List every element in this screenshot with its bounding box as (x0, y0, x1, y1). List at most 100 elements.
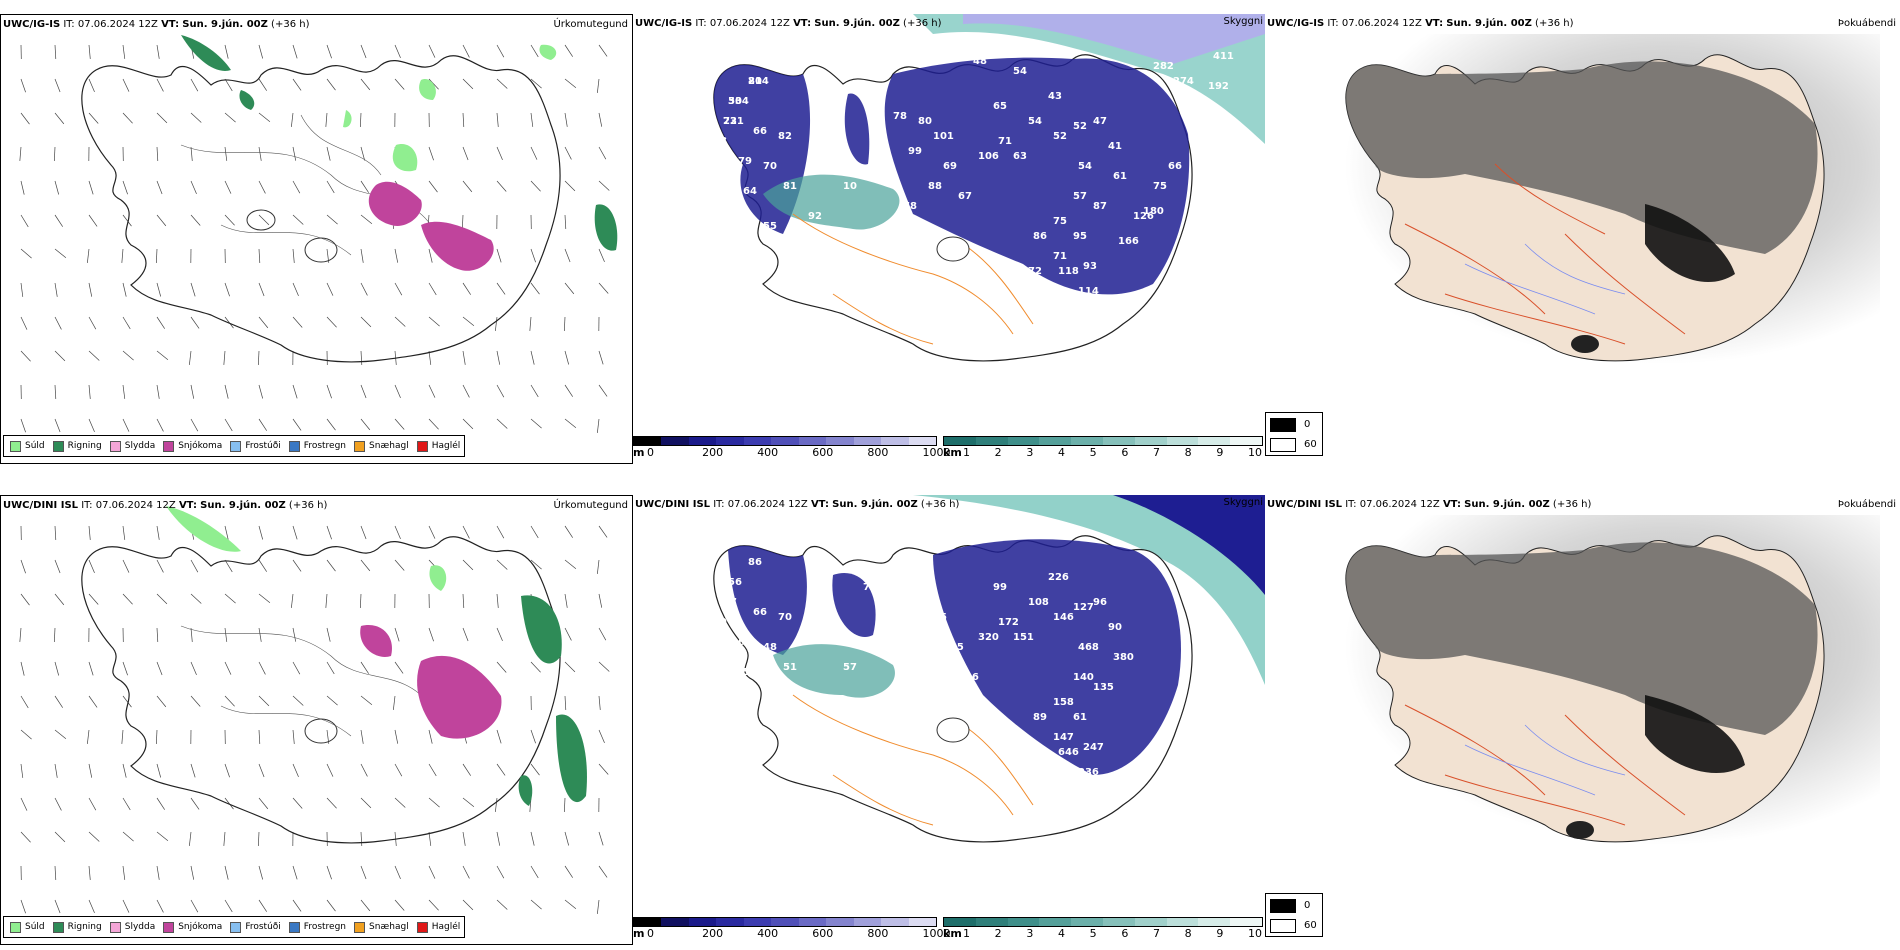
wind-barb (598, 282, 609, 294)
wind-barb (190, 418, 199, 432)
cloud-base-value: 147 (1053, 732, 1074, 743)
wind-barb (394, 899, 405, 911)
precip-legend-label: Rigning (67, 441, 102, 451)
wind-barb (20, 214, 29, 228)
wind-barb (88, 797, 97, 811)
precip-panel-bottom: UWC/DINI ISL IT: 07.06.2024 12Z VT: Sun.… (0, 495, 633, 945)
wind-barb (326, 384, 332, 399)
cloud-base-value: 212 (903, 682, 924, 693)
colorbar-segment (944, 437, 976, 445)
fog-key-bottom: 0 60 (1265, 893, 1323, 937)
cloud-base-value: 58 (743, 667, 757, 678)
colorbar-segment (975, 918, 1008, 926)
wind-barb (258, 797, 269, 810)
wind-barb (394, 418, 405, 430)
precip-panel-top: UWC/IG-IS IT: 07.06.2024 12Z VT: Sun. 9.… (0, 14, 633, 464)
colorbar-segment (634, 918, 662, 926)
cloud-base-value: 52 (723, 687, 737, 698)
wind-barb (428, 282, 437, 296)
wind-barb (20, 350, 31, 362)
wind-barb (122, 180, 128, 195)
wind-barb (258, 559, 267, 572)
wind-barb (54, 180, 60, 195)
wind-barb (224, 559, 233, 573)
wind-barb (122, 350, 134, 361)
colorbar-segment (1134, 918, 1167, 926)
wind-barb (54, 282, 58, 297)
cloud-base-value: 151 (1013, 632, 1034, 643)
wind-barb (428, 418, 439, 430)
cloud-base-value: 567 (873, 226, 894, 237)
cloud-base-value: 93 (793, 226, 807, 237)
precip-map-bottom (19, 506, 610, 914)
wind-barb (530, 559, 542, 570)
colorbar-tick: 9 (1216, 927, 1224, 940)
wind-barb (496, 729, 502, 744)
wind-barb (224, 695, 235, 707)
wind-barb (190, 899, 199, 913)
colorbar-tick: 5 (1089, 927, 1097, 940)
wind-barb (156, 180, 163, 195)
precip-legend-item: Frostúði (230, 440, 281, 452)
precip-legend-item: Frostregn (288, 921, 346, 933)
precip-legend-item: Rigning (52, 921, 102, 933)
wind-barb (326, 44, 332, 59)
wind-barb (156, 593, 168, 605)
wind-barb (156, 661, 163, 676)
cloud-base-value: 10 (843, 181, 857, 192)
colorbar-tick: 4 (1058, 446, 1065, 459)
cloud-base-value: 226 (1048, 572, 1069, 583)
wind-barb (496, 418, 508, 429)
wind-barb (428, 248, 433, 263)
wind-barb (564, 44, 573, 57)
wind-barb (20, 418, 26, 433)
colorbar-km-ticks-bottom: 1 2 3 4 5 6 7 8 9 10 (963, 927, 1263, 941)
wind-barb (224, 146, 228, 161)
cloud-base-value: 87 (723, 597, 737, 608)
wind-barb (360, 695, 373, 706)
header-cloud-bottom: UWC/DINI ISL IT: 07.06.2024 12Z VT: Sun.… (635, 499, 960, 510)
fog-panel-top: UWC/IG-IS IT: 07.06.2024 12Z VT: Sun. 9.… (1265, 14, 1900, 464)
wind-barb (597, 418, 600, 433)
wind-barb (598, 695, 601, 710)
wind-barb (156, 763, 162, 778)
wind-barb (326, 214, 338, 225)
wind-barb (428, 763, 437, 777)
wind-barb (326, 695, 338, 706)
wind-barb (462, 350, 466, 365)
wind-barb (394, 865, 401, 880)
colorbar-tick: 4 (1058, 927, 1065, 940)
precip-legend-item: Haglél (416, 921, 460, 933)
wind-barb (53, 627, 56, 643)
wind-barb (88, 899, 95, 914)
precip-legend-item: Rigning (52, 440, 102, 452)
wind-barb (258, 214, 270, 226)
wind-barb (360, 865, 367, 880)
wind-barb (598, 627, 607, 641)
wind-barb (292, 627, 297, 642)
colorbar-segment (1039, 437, 1072, 445)
wind-barb (564, 695, 567, 710)
cloud-base-value: 75 (1153, 181, 1167, 192)
wind-barb (54, 418, 61, 433)
wind-barb (156, 112, 168, 124)
wind-barb (394, 627, 400, 642)
wind-barb (326, 763, 334, 777)
colorbar-tick: 3 (1026, 927, 1034, 940)
colorbar-segment (771, 437, 799, 445)
wind-barb (564, 865, 573, 878)
wind-barb (496, 350, 501, 365)
cloud-base-value: 95 (1073, 231, 1087, 242)
cloud-base-value: 44 (763, 702, 777, 713)
precip-legend-swatch (288, 921, 300, 933)
wind-barb (122, 763, 127, 778)
cloud-base-value: 55 (763, 221, 777, 232)
precip-legend-swatch (288, 440, 300, 452)
precip-legend-label: Súld (25, 922, 45, 932)
wind-barb (258, 180, 266, 194)
wind-barb (360, 525, 367, 540)
wind-barb (292, 695, 304, 706)
wind-barb (20, 593, 30, 606)
wind-barb (292, 418, 302, 431)
